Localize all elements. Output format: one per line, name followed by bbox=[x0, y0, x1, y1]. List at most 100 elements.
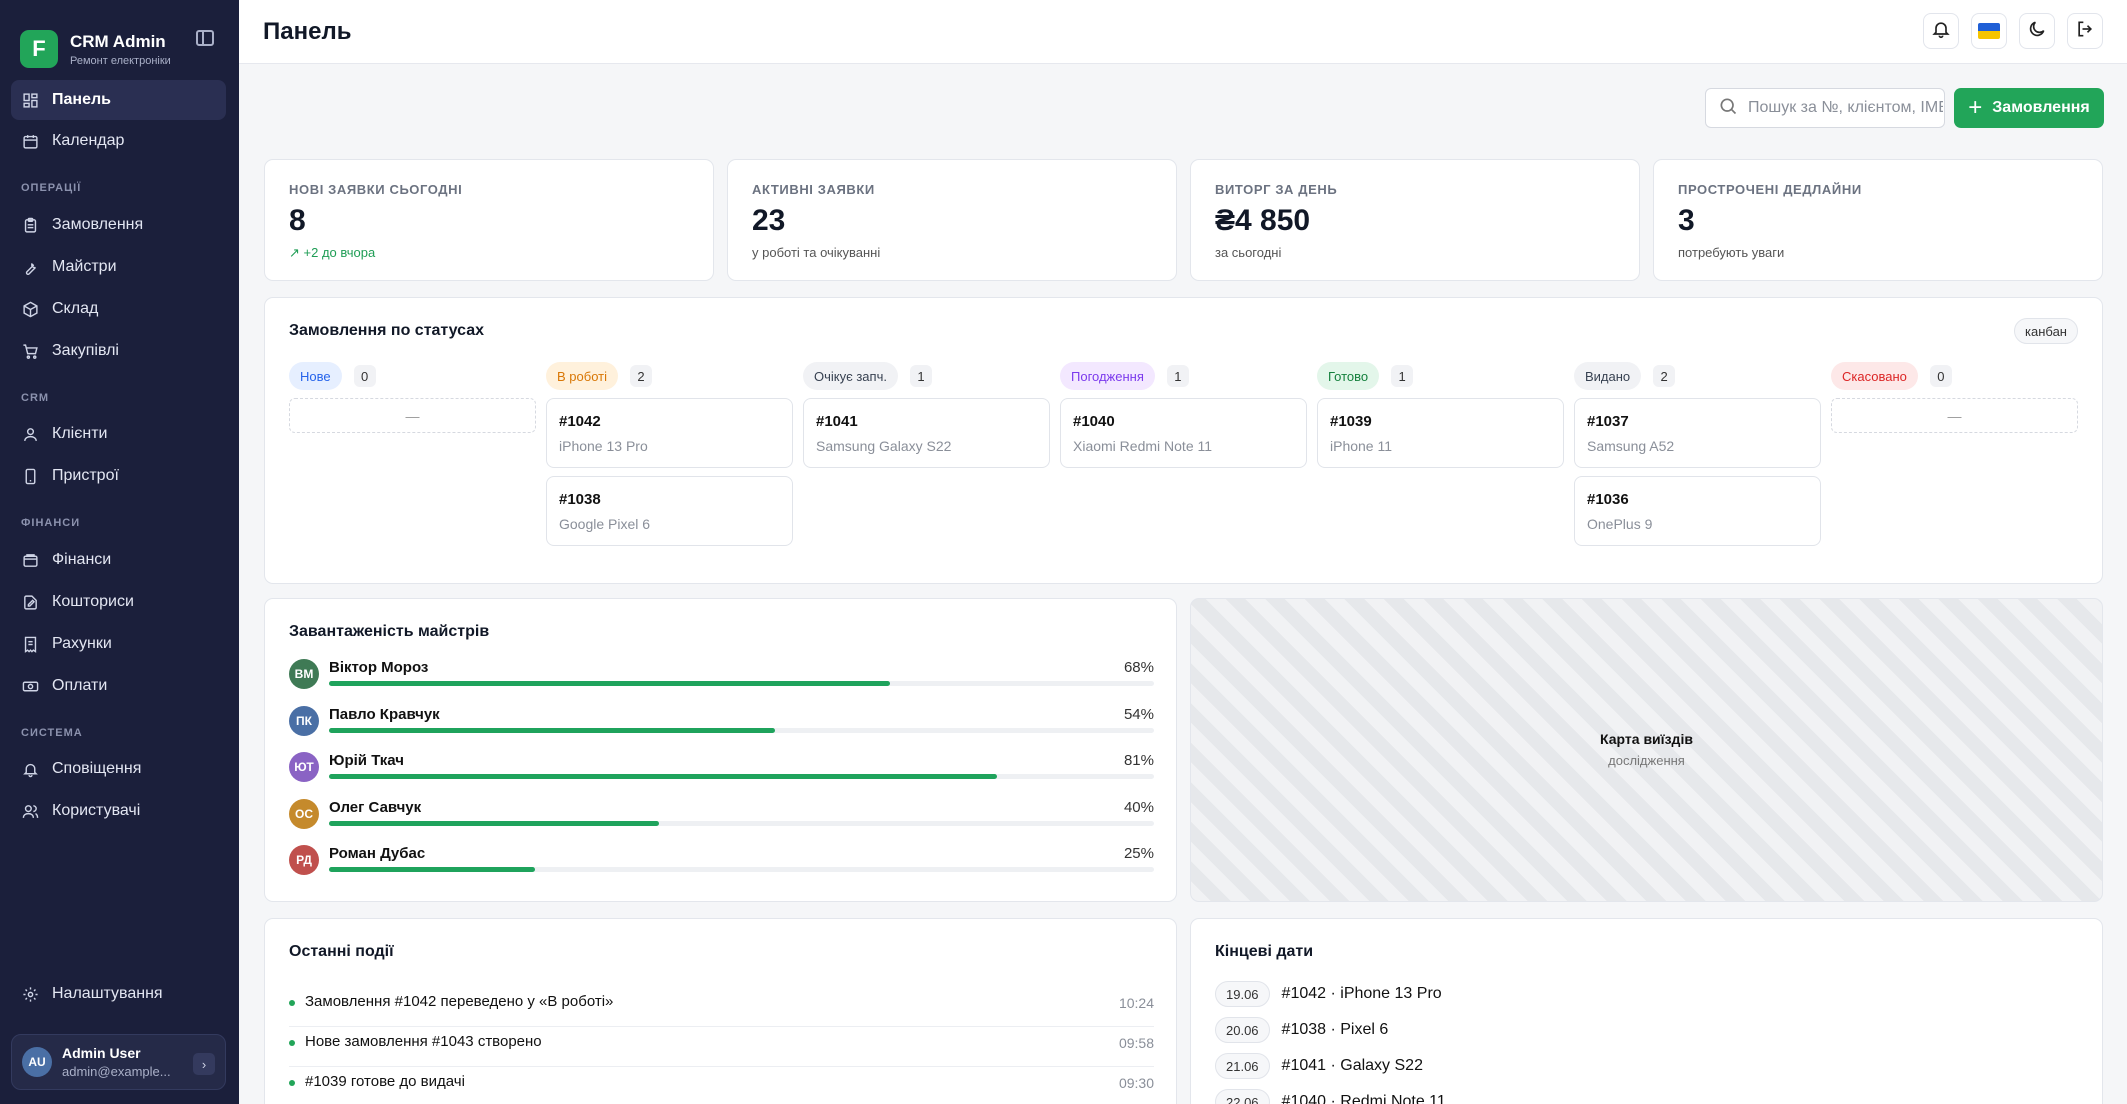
page-title: Панель bbox=[263, 18, 352, 45]
kanban-badge[interactable]: канбан bbox=[2014, 318, 2078, 344]
status-count: 0 bbox=[353, 365, 376, 387]
status-column: Очікує запч. 1 #1041 Samsung Galaxy S22 bbox=[803, 362, 1050, 468]
brand[interactable]: F CRM Admin Ремонт електроніки bbox=[0, 0, 239, 78]
plus-icon: + bbox=[1968, 94, 1983, 121]
worker-row[interactable]: ЮТ Юрій Ткач 81% bbox=[289, 752, 1154, 792]
worker-percent: 54% bbox=[1123, 705, 1154, 723]
kpi-card-new-today: НОВІ ЗАЯВКИ СЬОГОДНІ 8 ↗ +2 до вчора bbox=[264, 159, 714, 281]
sidebar-item-label: Кошториси bbox=[52, 593, 134, 610]
order-card[interactable]: #1042 iPhone 13 Pro bbox=[546, 398, 793, 468]
user-card[interactable]: AU Admin User admin@example... › bbox=[11, 1034, 226, 1090]
language-button[interactable] bbox=[1971, 13, 2007, 49]
order-card[interactable]: #1039 iPhone 11 bbox=[1317, 398, 1564, 468]
deadline-row[interactable]: 19.06 #1042 · iPhone 13 Pro bbox=[1215, 979, 1442, 1009]
order-card[interactable]: #1036 OnePlus 9 bbox=[1574, 476, 1821, 546]
logout-button[interactable] bbox=[2067, 13, 2103, 49]
sidebar-item-calendar[interactable]: Календар bbox=[11, 121, 226, 161]
sidebar-item-masters[interactable]: Майстри bbox=[11, 247, 226, 287]
map-title: Карта виїздів bbox=[1600, 731, 1693, 747]
sidebar-item-clients[interactable]: Клієнти bbox=[11, 414, 226, 454]
sidebar-item-label: Закупівлі bbox=[52, 342, 119, 359]
ukraine-flag-icon bbox=[1978, 23, 2000, 39]
kpi-value: 8 bbox=[289, 204, 306, 237]
sidebar-item-label: Панель bbox=[52, 91, 111, 108]
sidebar-item-invoices[interactable]: Рахунки bbox=[11, 624, 226, 664]
order-card[interactable]: #1041 Samsung Galaxy S22 bbox=[803, 398, 1050, 468]
search-box[interactable] bbox=[1705, 88, 1945, 128]
sidebar-toggle-icon[interactable] bbox=[196, 30, 214, 46]
worker-row[interactable]: РД Роман Дубас 25% bbox=[289, 845, 1154, 885]
user-icon bbox=[21, 425, 39, 443]
sidebar-item-notifications[interactable]: Сповіщення bbox=[11, 749, 226, 789]
kpi-label: АКТИВНІ ЗАЯВКИ bbox=[752, 182, 875, 197]
status-badge: Видано bbox=[1574, 362, 1642, 390]
deadline-row[interactable]: 22.06 #1040 · Redmi Note 11 bbox=[1215, 1087, 1446, 1104]
status-column: Погодження 1 #1040 Xiaomi Redmi Note 11 bbox=[1060, 362, 1307, 468]
event-row[interactable]: Замовлення #1042 переведено у «В роботі»… bbox=[289, 987, 1154, 1027]
kpi-card-revenue: ВИТОРГ ЗА ДЕНЬ ₴4 850 за сьогодні bbox=[1190, 159, 1640, 281]
deadline-row[interactable]: 20.06 #1038 · Pixel 6 bbox=[1215, 1015, 1388, 1045]
order-card[interactable]: #1037 Samsung A52 bbox=[1574, 398, 1821, 468]
sidebar-item-finance[interactable]: Фінанси bbox=[11, 540, 226, 580]
sidebar-item-payments[interactable]: Оплати bbox=[11, 666, 226, 706]
smartphone-icon bbox=[21, 467, 39, 485]
sidebar-item-label: Календар bbox=[52, 132, 125, 149]
worker-percent: 68% bbox=[1123, 659, 1154, 676]
trips-map-placeholder[interactable]: Карта виїздів дослідження bbox=[1190, 598, 2103, 902]
theme-toggle-button[interactable] bbox=[2019, 13, 2055, 49]
notifications-button[interactable] bbox=[1923, 13, 1959, 49]
empty-column-placeholder: — bbox=[1831, 398, 2078, 433]
workload-bar bbox=[329, 867, 1154, 872]
sidebar-item-orders[interactable]: Замовлення bbox=[11, 205, 226, 245]
order-card[interactable]: #1040 Xiaomi Redmi Note 11 bbox=[1060, 398, 1307, 468]
kpi-card-active: АКТИВНІ ЗАЯВКИ 23 у роботі та очікуванні bbox=[727, 159, 1177, 281]
sidebar-item-purchases[interactable]: Закупівлі bbox=[11, 331, 226, 371]
wallet-icon bbox=[21, 551, 39, 569]
sidebar-item-estimates[interactable]: Кошториси bbox=[11, 582, 226, 622]
kpi-sub: за сьогодні bbox=[1215, 245, 1282, 260]
worker-percent: 25% bbox=[1123, 845, 1154, 862]
search-input[interactable] bbox=[1748, 99, 1943, 117]
sidebar-item-label: Рахунки bbox=[52, 635, 112, 652]
new-order-button[interactable]: + Замовлення bbox=[1954, 88, 2104, 128]
worker-name: Павло Кравчук bbox=[329, 705, 440, 723]
order-card[interactable]: #1038 Google Pixel 6 bbox=[546, 476, 793, 546]
workload-bar bbox=[329, 820, 1154, 826]
sidebar-item-label: Оплати bbox=[52, 677, 108, 694]
sidebar-item-label: Сповіщення bbox=[52, 760, 142, 777]
chevron-right-icon[interactable]: › bbox=[193, 1053, 215, 1075]
users-icon bbox=[21, 802, 39, 820]
order-number: #1037 bbox=[1587, 413, 1629, 430]
worker-row[interactable]: ВМ Віктор Мороз 68% bbox=[289, 659, 1154, 699]
deadline-text: #1040 · Redmi Note 11 bbox=[1281, 1093, 1446, 1104]
event-time: 09:58 bbox=[1118, 1035, 1154, 1051]
sidebar-item-devices[interactable]: Пристрої bbox=[11, 456, 226, 496]
map-subtitle: дослідження bbox=[1608, 753, 1685, 768]
status-badge: Скасовано bbox=[1831, 362, 1918, 390]
deadline-date: 21.06 bbox=[1215, 1053, 1270, 1079]
worker-row[interactable]: ПК Павло Кравчук 54% bbox=[289, 705, 1154, 746]
worker-name: Роман Дубас bbox=[329, 845, 426, 862]
worker-row[interactable]: ОС Олег Савчук 40% bbox=[289, 798, 1154, 839]
sidebar-item-settings[interactable]: Налаштування bbox=[11, 974, 226, 1014]
status-count: 1 bbox=[1166, 365, 1189, 387]
deadline-text: #1038 · Pixel 6 bbox=[1281, 1021, 1389, 1038]
deadline-row[interactable]: 21.06 #1041 · Galaxy S22 bbox=[1215, 1051, 1423, 1081]
event-row[interactable]: Нове замовлення #1043 створено 09:58 bbox=[289, 1027, 1154, 1067]
sidebar-item-label: Налаштування bbox=[52, 985, 163, 1002]
sidebar-item-users[interactable]: Користувачі bbox=[11, 791, 226, 831]
sidebar-item-dashboard[interactable]: Панель bbox=[11, 80, 226, 120]
sidebar-item-warehouse[interactable]: Склад bbox=[11, 289, 226, 329]
worker-name: Віктор Мороз bbox=[329, 659, 429, 676]
event-row[interactable]: #1039 готове до видачі 09:30 bbox=[289, 1067, 1154, 1104]
status-count: 2 bbox=[1653, 365, 1676, 387]
order-number: #1042 bbox=[559, 413, 601, 430]
status-column: Нове 0 — bbox=[289, 362, 536, 433]
workload-bar bbox=[329, 774, 1154, 779]
deadline-date: 19.06 bbox=[1215, 981, 1270, 1007]
worker-name: Олег Савчук bbox=[329, 798, 422, 816]
clipboard-icon bbox=[21, 216, 39, 234]
deadline-date: 22.06 bbox=[1215, 1089, 1270, 1104]
kpi-label: НОВІ ЗАЯВКИ СЬОГОДНІ bbox=[289, 182, 463, 197]
trend-up-icon: ↗ bbox=[289, 245, 300, 260]
